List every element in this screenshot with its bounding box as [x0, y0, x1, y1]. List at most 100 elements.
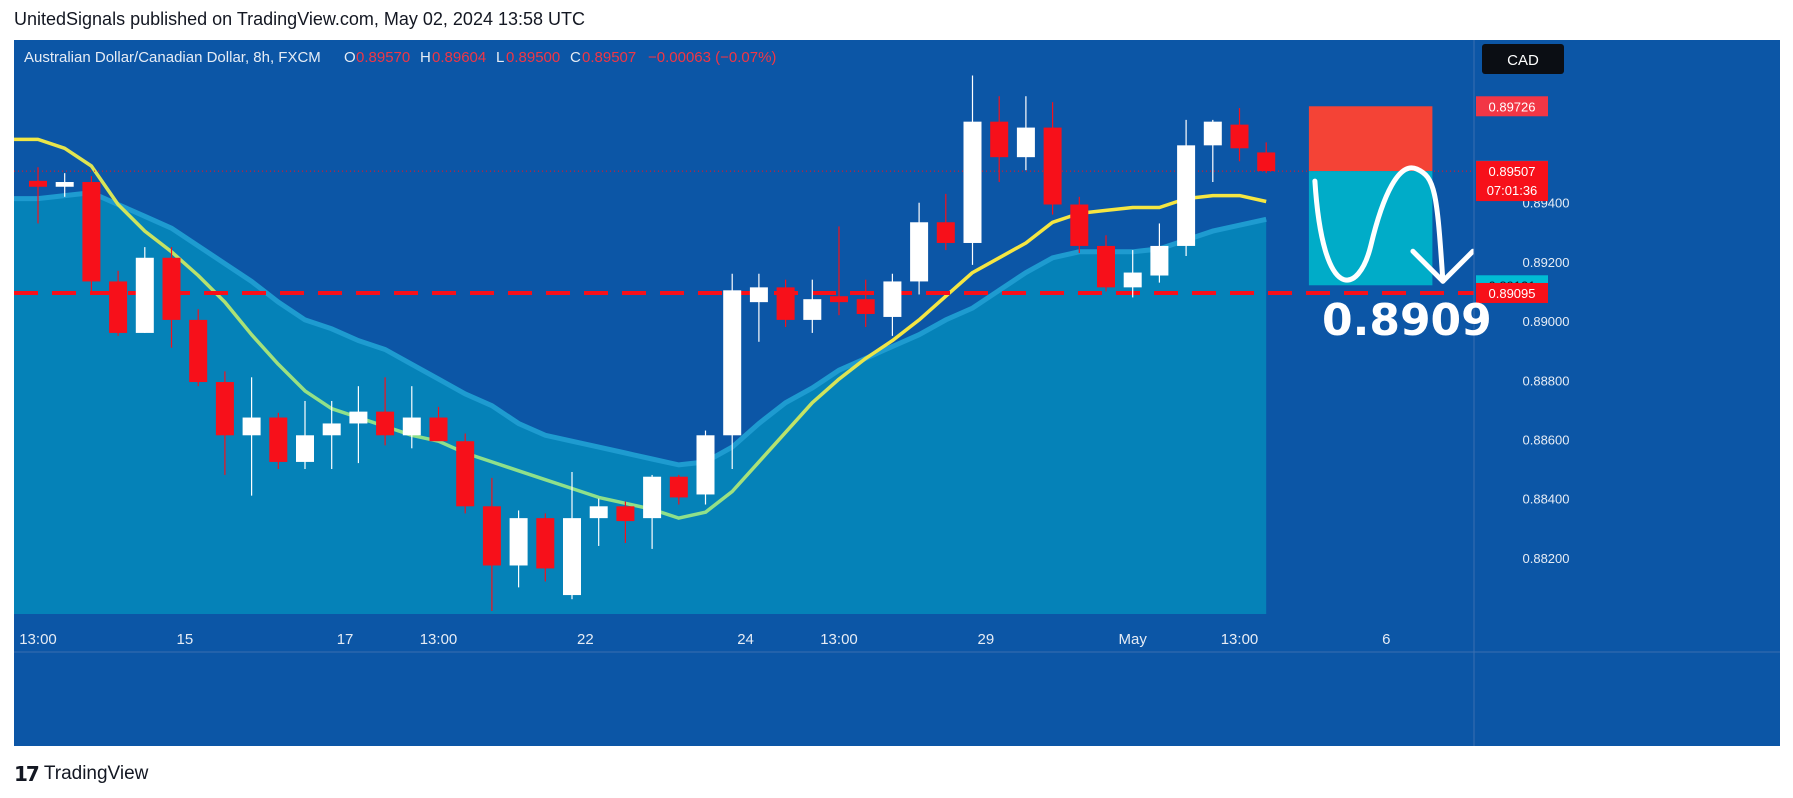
time-tick-label: 13:00 — [420, 631, 458, 648]
chart-frame[interactable]: 0.89400 0.89200 0.89000 0.88800 0.88600 0.884… — [14, 40, 1780, 746]
candle[interactable] — [723, 273, 742, 470]
time-tick-label: 13:00 — [19, 631, 57, 648]
candle[interactable] — [589, 498, 608, 546]
time-tick-label: 24 — [737, 631, 754, 648]
candle[interactable] — [1150, 223, 1169, 283]
candle[interactable] — [189, 309, 208, 387]
candle[interactable] — [749, 273, 768, 342]
candle[interactable] — [643, 474, 662, 549]
candle-body — [509, 518, 528, 566]
legend-open-value: 0.89570 — [356, 49, 410, 66]
candle[interactable] — [776, 279, 795, 327]
price-tick-label: 0.89200 — [1523, 255, 1570, 270]
tradingview-footer[interactable]: 17 TradingView — [14, 761, 148, 787]
candle[interactable] — [990, 96, 1009, 183]
take-profit-zone[interactable] — [1308, 171, 1433, 286]
candle[interactable] — [803, 279, 822, 333]
candle[interactable] — [349, 386, 368, 464]
candle-body — [1257, 152, 1276, 172]
candle[interactable] — [856, 279, 875, 327]
candle[interactable] — [269, 412, 288, 470]
candle[interactable] — [242, 377, 261, 496]
candle[interactable] — [82, 176, 101, 292]
candle[interactable] — [616, 501, 635, 543]
price-tag: 0.89726 — [1476, 96, 1548, 117]
candle[interactable] — [482, 477, 501, 612]
price-tick-label: 0.89000 — [1523, 314, 1570, 329]
candle[interactable] — [830, 226, 848, 316]
time-tick-label: 13:00 — [1221, 631, 1259, 648]
candle-body — [242, 417, 261, 436]
candle[interactable] — [429, 406, 448, 442]
candle[interactable] — [322, 400, 341, 470]
candle[interactable] — [669, 474, 688, 505]
candle[interactable] — [1230, 108, 1249, 162]
candle-body — [589, 506, 608, 519]
candle[interactable] — [1203, 119, 1222, 183]
candle-body — [1123, 272, 1142, 288]
candle[interactable] — [296, 400, 314, 470]
candle-body — [1230, 124, 1249, 149]
candle-body — [29, 180, 47, 187]
candle[interactable] — [696, 430, 715, 505]
stop-loss-zone[interactable] — [1308, 106, 1433, 172]
time-tick-label: 6 — [1382, 631, 1390, 648]
candle-body — [990, 121, 1009, 158]
candle-body — [322, 423, 341, 436]
candle-body — [856, 299, 875, 314]
candle[interactable] — [883, 273, 902, 336]
projection-path-icon — [1312, 165, 1446, 284]
candle[interactable] — [109, 270, 128, 336]
candle-body — [963, 121, 982, 243]
time-tick-label: 22 — [577, 631, 594, 648]
candle[interactable] — [1097, 235, 1115, 292]
candle-body — [536, 518, 555, 569]
candle[interactable] — [936, 193, 955, 251]
time-tick-label: 17 — [337, 631, 354, 648]
price-axis[interactable] — [1474, 40, 1780, 746]
candle-body — [563, 518, 581, 596]
candle-body — [1177, 145, 1196, 246]
candle[interactable] — [215, 371, 234, 475]
candle[interactable] — [162, 247, 181, 348]
publish-header: UnitedSignals published on TradingView.c… — [14, 9, 586, 29]
candle[interactable] — [536, 513, 555, 582]
ema-slow-line — [14, 190, 1267, 468]
legend-symbol: Australian Dollar/Canadian Dollar, 8h, F… — [24, 49, 321, 66]
price-tag: 0.89507 07:01:36 — [1476, 161, 1548, 202]
candle[interactable] — [376, 377, 395, 446]
candle-body — [616, 506, 635, 522]
candle[interactable] — [1257, 142, 1276, 174]
candle-body — [189, 319, 208, 383]
candle[interactable] — [910, 202, 929, 295]
countdown-label: 07:01:36 — [1487, 183, 1538, 198]
legend-low-label: L — [496, 49, 504, 66]
candle[interactable] — [1043, 102, 1062, 215]
candle-body — [936, 222, 955, 243]
chart-canvas[interactable]: 0.894000.892000.890000.888000.886000.884… — [14, 40, 1780, 746]
candle[interactable] — [135, 247, 154, 333]
candle-body — [55, 182, 74, 187]
candle-body — [482, 506, 501, 566]
tradingview-brand: TradingView — [43, 763, 149, 784]
candle-body — [135, 257, 154, 333]
candle[interactable] — [1123, 250, 1142, 298]
candle[interactable] — [1070, 196, 1089, 254]
currency-button[interactable]: CAD — [1482, 44, 1564, 74]
candle[interactable] — [29, 167, 47, 224]
candle-body — [429, 417, 448, 442]
candle[interactable] — [456, 433, 475, 514]
candle[interactable] — [55, 173, 74, 197]
candle[interactable] — [1016, 96, 1035, 171]
tradingview-logo-icon: 17 — [14, 762, 40, 786]
candle[interactable] — [1177, 119, 1196, 256]
currency-button-label: CAD — [1507, 52, 1539, 69]
candle[interactable] — [509, 510, 528, 588]
candle[interactable] — [563, 471, 581, 600]
price-tag-box — [1476, 282, 1548, 303]
price-tag-box — [1476, 161, 1548, 202]
candle[interactable] — [963, 75, 982, 265]
candle-body — [456, 441, 475, 507]
candle-body — [883, 281, 902, 317]
candle[interactable] — [402, 386, 421, 449]
